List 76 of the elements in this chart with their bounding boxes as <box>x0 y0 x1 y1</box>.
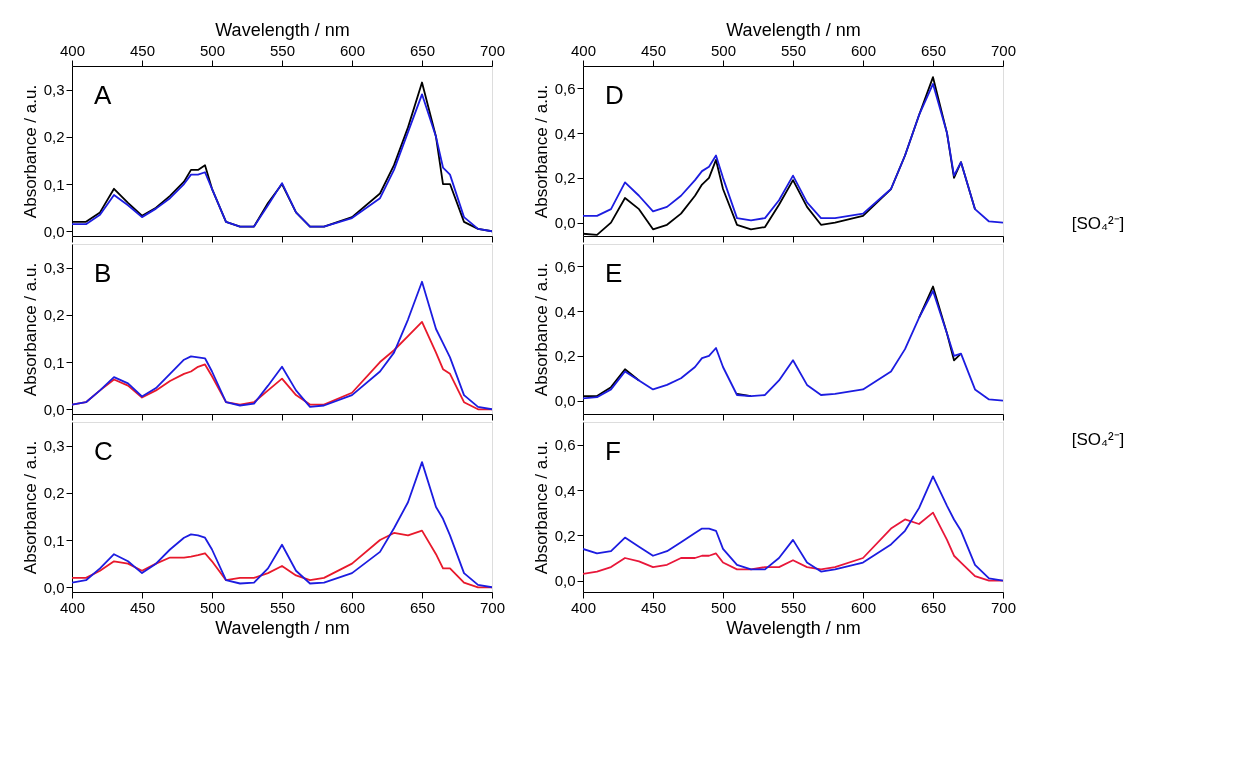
x2-tick-label: 500 <box>199 41 226 59</box>
line-series <box>72 461 492 589</box>
text: [SO₄²⁻] <box>1071 214 1125 233</box>
y-tick-label: 0,1 <box>43 353 65 371</box>
y-tick-label: 0,4 <box>554 481 576 499</box>
y-tick-label: 0,0 <box>554 214 576 232</box>
line-series <box>583 83 1003 224</box>
x-tick-label: 400 <box>59 598 86 616</box>
x2-tick-label: 500 <box>710 41 737 59</box>
x2-tick-label: 400 <box>59 41 86 59</box>
x2-tick-label: 600 <box>850 41 877 59</box>
y-tick-label: 0,3 <box>43 259 65 277</box>
y-tick-label: 0,2 <box>554 169 576 187</box>
y-tick-label: 0,4 <box>554 302 576 320</box>
annotation: F <box>605 436 621 466</box>
x-tick-label: 650 <box>409 598 436 616</box>
y-tick-label: 0,2 <box>43 484 65 502</box>
x2-tick-label: 700 <box>479 41 506 59</box>
y-tick-label: 0,4 <box>554 124 576 142</box>
y-tick-label: 0,0 <box>43 222 65 240</box>
x-tick-label: 600 <box>850 598 877 616</box>
x-tick-label: 500 <box>199 598 226 616</box>
x2-tick-label: 650 <box>409 41 436 59</box>
annotation: B <box>94 258 112 288</box>
y-tick-label: 0,0 <box>554 572 576 590</box>
y-tick-label: 0,3 <box>43 437 65 455</box>
x-tick-label: 550 <box>780 598 807 616</box>
line-series <box>72 280 492 411</box>
x2-axis-title: Wavelength / nm <box>215 19 350 40</box>
y-tick-label: 0,1 <box>43 175 65 193</box>
x-tick-label: 700 <box>990 598 1017 616</box>
x2-axis-title: Wavelength / nm <box>726 19 861 40</box>
x2-tick-label: 450 <box>640 41 667 59</box>
y-tick-label: 0,6 <box>554 257 576 275</box>
y-axis-title: Absorbance / a.u. <box>20 262 40 397</box>
y-axis-title: Absorbance / a.u. <box>20 84 40 219</box>
annotation: D <box>605 80 624 110</box>
x-tick-label: 400 <box>570 598 597 616</box>
x2-tick-label: 400 <box>570 41 597 59</box>
x-tick-label: 650 <box>920 598 947 616</box>
y-tick-label: 0,0 <box>43 578 65 596</box>
x2-tick-label: 550 <box>780 41 807 59</box>
y-tick-label: 0,0 <box>43 400 65 418</box>
x-axis-title: Wavelength / nm <box>215 617 350 638</box>
y-axis-title: Absorbance / a.u. <box>531 262 551 397</box>
x-tick-label: 600 <box>339 598 366 616</box>
text: [SO₄²⁻] <box>1071 430 1125 449</box>
y-tick-label: 0,6 <box>554 79 576 97</box>
y-tick-label: 0,2 <box>554 526 576 544</box>
annotation: C <box>94 436 113 466</box>
x2-tick-label: 550 <box>269 41 296 59</box>
x-tick-label: 550 <box>269 598 296 616</box>
annotation: A <box>94 80 112 110</box>
y-axis-title: Absorbance / a.u. <box>531 84 551 219</box>
line-series <box>583 290 1003 402</box>
x2-tick-label: 700 <box>990 41 1017 59</box>
x-tick-label: 450 <box>129 598 156 616</box>
x2-tick-label: 450 <box>129 41 156 59</box>
x-tick-label: 700 <box>479 598 506 616</box>
x-tick-label: 450 <box>640 598 667 616</box>
x2-tick-label: 650 <box>920 41 947 59</box>
y-tick-label: 0,2 <box>554 347 576 365</box>
x2-tick-label: 600 <box>339 41 366 59</box>
y-tick-label: 0,0 <box>554 392 576 410</box>
y-axis-title: Absorbance / a.u. <box>20 440 40 575</box>
y-tick-label: 0,2 <box>43 128 65 146</box>
y-tick-label: 0,3 <box>43 81 65 99</box>
y-axis-title: Absorbance / a.u. <box>531 440 551 575</box>
y-tick-label: 0,2 <box>43 306 65 324</box>
line-series <box>583 475 1003 582</box>
y-tick-label: 0,1 <box>43 531 65 549</box>
x-tick-label: 500 <box>710 598 737 616</box>
y-tick-label: 0,6 <box>554 436 576 454</box>
line-series <box>583 511 1003 582</box>
x-axis-title: Wavelength / nm <box>726 617 861 638</box>
annotation: E <box>605 258 623 288</box>
